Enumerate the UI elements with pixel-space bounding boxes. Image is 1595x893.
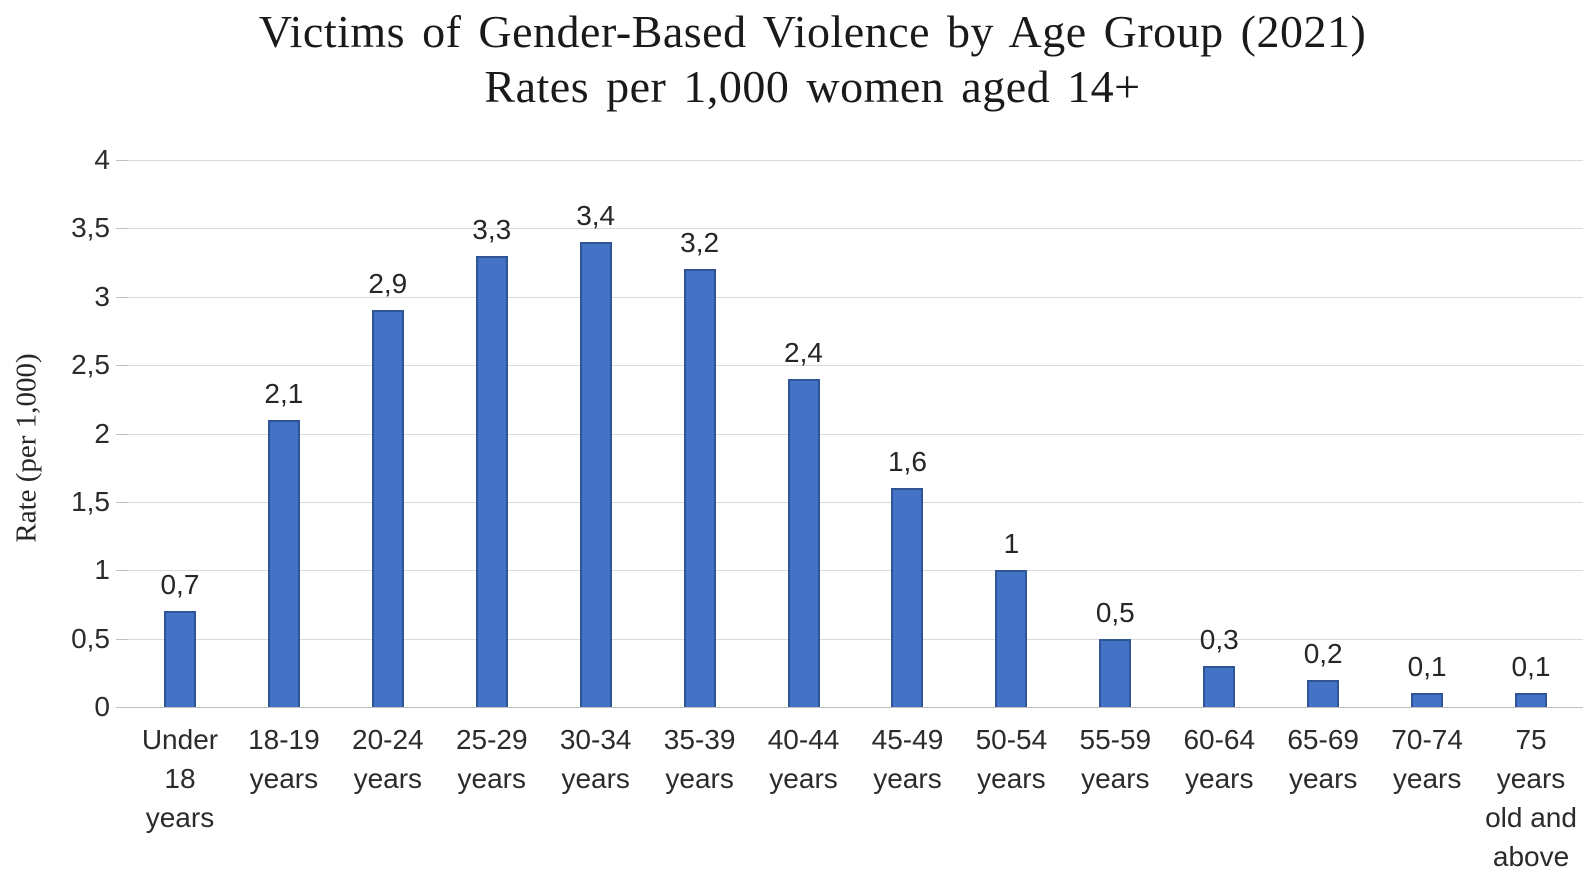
chart-title-line1: Victims of Gender-Based Violence by Age … [258,6,1367,57]
bar [579,242,612,707]
gridline [128,433,1583,435]
y-axis-title: Rate (per 1,000) [10,353,43,543]
y-tick-label: 1,5 [71,485,110,517]
gridline [128,296,1583,298]
bar [163,611,196,707]
x-tick-label: 30-34 years [559,724,632,794]
bar-value-label: 0,2 [1303,637,1343,669]
y-tick-label: 3 [94,280,110,312]
y-tick-mark [116,160,128,161]
y-tick-mark [116,570,128,572]
category-slot: 0,2 65-69 years [1271,160,1375,794]
category-slot: 3,2 35-39 years [648,160,752,794]
bar-value-label: 1,6 [887,446,927,478]
bar-value-label: 2,9 [368,268,408,300]
gridline [128,570,1583,572]
x-tick-label: 65-69 years [1287,724,1359,794]
bar-value-label: 0,1 [1407,651,1447,683]
gridline [128,228,1583,230]
x-tick-label: 35-39 years [663,724,736,794]
y-tick-mark [116,296,128,298]
bar [1099,638,1132,707]
category-slot: 0,1 70-74 years [1375,160,1479,794]
y-tick-mark [116,501,128,503]
y-tick-mark [116,433,128,435]
category-slot: 3,4 30-34 years [544,160,648,794]
bar-value-label: 2,1 [264,377,304,409]
x-tick-label: 70-74 years [1391,724,1463,794]
bar-value-label: 0,3 [1199,623,1239,655]
y-tick-label: 2 [94,417,110,449]
bar-value-label: 0,1 [1511,651,1551,683]
chart-title-line2: Rates per 1,000 women aged 14+ [484,61,1141,112]
bar [1203,665,1236,707]
gridline [128,638,1583,640]
category-slot: 0,3 60-64 years [1167,160,1271,794]
x-tick-label: 20-24 years [352,724,424,794]
bar [683,269,716,707]
bar [1411,693,1444,707]
bar-value-label: 0,5 [1095,596,1135,628]
bar [1515,693,1548,707]
gridline [128,501,1583,503]
bar-value-label: 0,7 [160,569,200,601]
category-slot: 0,7 Under 18 years [128,160,232,833]
y-tick-label: 4 [94,144,110,175]
y-tick-label: 0 [94,691,110,722]
gridline [128,365,1583,367]
chart-title: Victims of Gender-Based Violence by Age … [0,4,1595,114]
bar-value-label: 3,4 [576,200,616,232]
category-slot: 2,1 18-19 years [232,160,336,794]
category-slot: 0,5 55-59 years [1063,160,1167,794]
category-slot: 1,6 45-49 years [856,160,960,794]
y-tick-label: 3,5 [71,212,110,244]
category-slot: 1 50-54 years [959,160,1063,794]
y-tick-label: 2,5 [71,349,110,381]
bar [371,310,404,707]
x-tick-label: 55-59 years [1079,724,1152,794]
y-tick-label: 0,5 [71,622,110,654]
y-tick-mark [116,707,128,708]
bar [891,488,924,707]
x-tick-label: 60-64 years [1183,724,1256,794]
bar [995,570,1028,707]
x-tick-label: 40-44 years [767,724,840,794]
gridline [128,707,1583,708]
x-tick-label: 25-29 years [455,724,528,794]
y-tick-mark [116,638,128,640]
x-tick-label: 50-54 years [975,724,1048,794]
bar-value-label: 1 [1003,528,1020,560]
bar [1307,679,1340,707]
x-tick-label: 18-19 years [248,724,320,794]
bar [787,378,820,707]
category-slot: 2,9 20-24 years [336,160,440,794]
y-tick-label: 1 [94,554,110,586]
bar [475,255,508,707]
bar-value-label: 2,4 [784,336,823,368]
category-slot: 3,3 25-29 years [440,160,544,794]
x-tick-label: 45-49 years [871,724,944,794]
bar-value-label: 3,3 [472,213,512,245]
x-tick-label: Under 18 years [141,724,219,833]
plot-area: 0 0,5 1 1,5 2 2,5 3 3,5 4 0,7 Under 18 years 2,1 18-… [71,144,1583,872]
category-slot: 0,1 75 years old and above [1479,160,1583,872]
gridline [128,160,1583,161]
y-tick-mark [116,365,128,367]
bar [267,419,300,707]
category-slot: 2,4 40-44 years [752,160,856,794]
bar-value-label: 3,2 [680,227,720,259]
x-tick-label: 75 years old and above [1485,724,1577,872]
y-tick-mark [116,228,128,230]
